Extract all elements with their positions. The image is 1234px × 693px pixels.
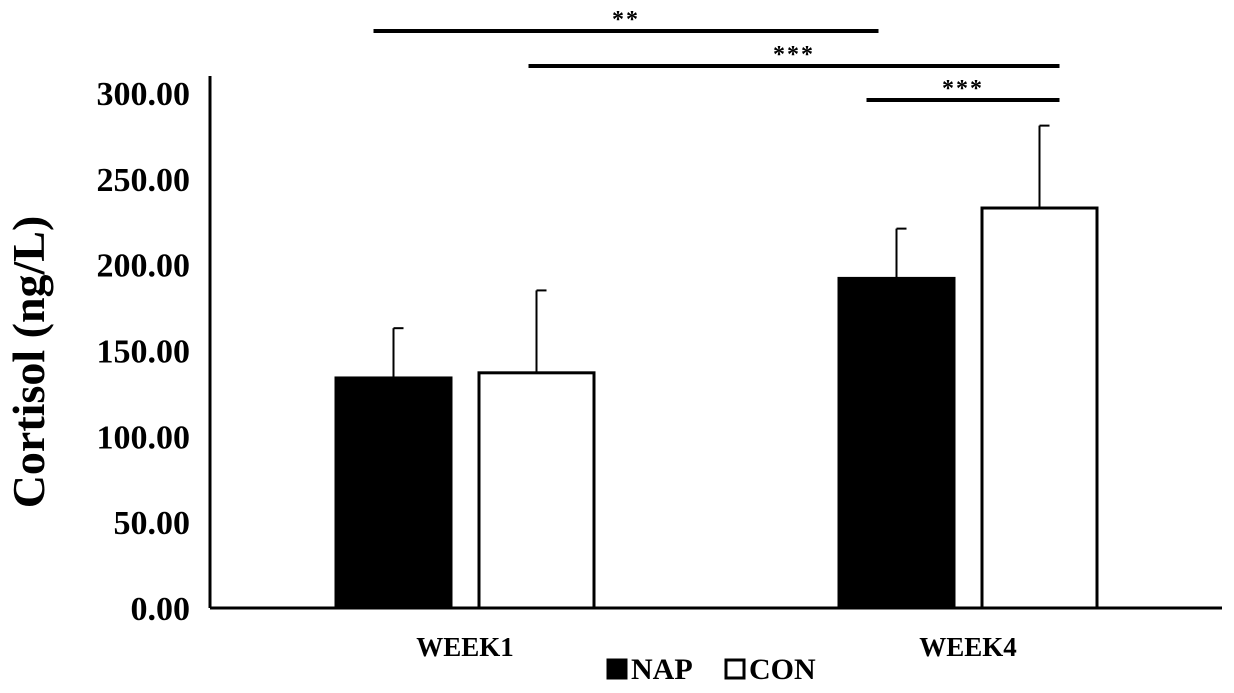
- bar-con-week4: [980, 206, 1099, 610]
- legend-label-con: CON: [749, 653, 816, 686]
- x-category-label: WEEK4: [919, 632, 1017, 662]
- y-tick-label: 300.00: [97, 76, 191, 113]
- y-tick-label: 50.00: [114, 505, 191, 542]
- error-bars: [392, 124, 1050, 378]
- y-tick-label: 100.00: [97, 419, 191, 456]
- y-tick-label: 0.00: [131, 591, 191, 628]
- significance-label: ***: [942, 76, 984, 102]
- legend-label-nap: NAP: [631, 653, 693, 686]
- x-category-labels: WEEK1 WEEK4: [416, 632, 1017, 662]
- bar-nap-week4: [837, 276, 956, 610]
- bar-con-week1: [477, 371, 596, 610]
- y-tick-label: 150.00: [97, 334, 191, 371]
- y-tick-labels: 0.00 50.00 100.00 150.00 200.00 250.00 300.00: [97, 76, 191, 628]
- y-axis-label: Cortisol (ng/L): [3, 216, 54, 509]
- significance-label: ***: [773, 42, 815, 68]
- bar-nap-week1: [334, 376, 453, 610]
- legend-swatch-nap: [606, 658, 628, 680]
- axes: [208, 76, 1222, 610]
- legend: NAP CON: [606, 653, 816, 686]
- x-category-label: WEEK1: [416, 632, 514, 662]
- significance-label: **: [612, 7, 640, 33]
- bar-group: [334, 206, 1099, 610]
- y-tick-label: 250.00: [97, 162, 191, 199]
- y-tick-label: 200.00: [97, 248, 191, 285]
- significance-brackets: ********: [373, 7, 1060, 102]
- legend-swatch-con: [724, 658, 746, 680]
